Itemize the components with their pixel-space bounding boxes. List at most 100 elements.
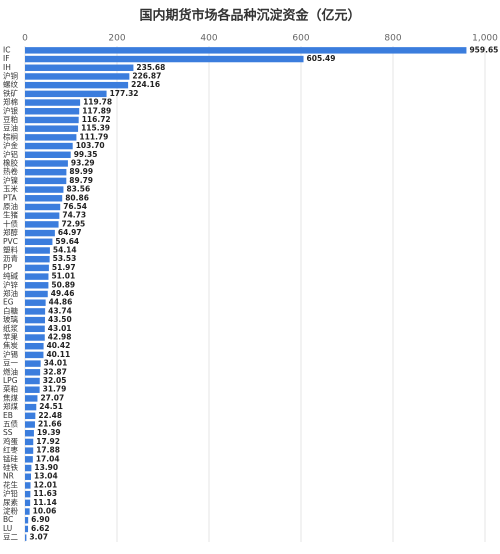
bar (25, 508, 30, 515)
bar (25, 47, 467, 54)
y-tick-label: 鸡蛋 (3, 436, 18, 446)
y-tick-label: PTA (3, 193, 18, 202)
bar (25, 482, 31, 489)
value-label: 13.90 (34, 463, 58, 472)
bar (25, 525, 29, 533)
value-label: 115.39 (81, 124, 110, 133)
value-label: 49.46 (51, 289, 75, 298)
y-tick-label: 尿素 (3, 497, 18, 507)
value-label: 40.11 (46, 350, 70, 359)
bar (25, 264, 49, 272)
bar (25, 386, 40, 393)
bar (25, 238, 53, 246)
value-label: 959.65 (469, 45, 498, 54)
value-label: 3.07 (29, 533, 48, 542)
y-tick-label: 纸浆 (3, 323, 18, 333)
y-tick-label: 沪镍 (3, 175, 18, 185)
value-label: 6.90 (31, 515, 50, 524)
y-tick-label: 沪金 (3, 140, 18, 150)
bar (25, 290, 48, 298)
bar (25, 395, 38, 402)
value-label: 24.51 (39, 402, 63, 411)
y-tick-label: 五债 (3, 419, 18, 429)
value-label: 51.01 (51, 272, 75, 281)
bar (25, 212, 60, 219)
value-label: 605.49 (307, 54, 336, 63)
value-label: 51.97 (52, 263, 76, 272)
bar (25, 73, 130, 80)
value-label: 224.16 (131, 80, 160, 89)
y-tick-label: 棕榈 (3, 131, 18, 141)
value-label: 59.64 (55, 237, 79, 246)
bar (25, 360, 41, 367)
bar (25, 168, 67, 176)
y-tick-label: 玻璃 (3, 314, 18, 324)
bar (25, 403, 37, 411)
value-label: 74.73 (62, 211, 86, 220)
bar (25, 430, 34, 437)
y-tick-label: 郑煤 (3, 401, 18, 411)
x-tick-label: 200 (108, 34, 125, 44)
value-label: 34.01 (44, 359, 68, 368)
value-label: 99.35 (74, 150, 98, 159)
y-tick-label: EG (3, 298, 14, 307)
bar (25, 412, 36, 420)
x-tick-label: 400 (200, 34, 217, 44)
value-label: 116.72 (82, 115, 111, 124)
bar (25, 456, 33, 463)
y-tick-label: IC (3, 45, 10, 54)
bar (25, 195, 63, 202)
y-tick-label: 生猪 (3, 210, 18, 220)
value-label: 83.56 (66, 185, 90, 194)
value-label: 235.68 (136, 63, 165, 72)
bar (25, 447, 34, 454)
y-tick-label: LU (3, 524, 12, 533)
value-label: 50.89 (51, 280, 75, 289)
value-label: 10.06 (33, 507, 57, 516)
bar (25, 351, 44, 359)
bar (25, 116, 79, 124)
y-tick-label: 原油 (3, 201, 18, 211)
bar (25, 499, 31, 507)
y-tick-label: NR (3, 472, 14, 481)
bar (25, 151, 71, 158)
y-tick-label: 锰硅 (3, 453, 18, 463)
bar (25, 255, 50, 263)
value-label: 177.32 (110, 89, 139, 98)
bar (25, 108, 80, 115)
bar (25, 177, 67, 185)
bar (25, 299, 46, 306)
bar (25, 342, 44, 350)
y-tick-label: 苹果 (3, 332, 18, 342)
value-label: 111.79 (79, 132, 108, 141)
value-label: 54.14 (53, 245, 77, 254)
bar (25, 203, 61, 211)
y-tick-label: EB (3, 411, 13, 420)
bar (25, 64, 134, 71)
y-tick-label: IF (3, 54, 10, 63)
y-tick-label: 螺纹 (3, 79, 18, 89)
value-label: 27.07 (40, 393, 64, 402)
x-tick-label: 0 (22, 34, 28, 44)
y-tick-label: 沪银 (3, 105, 18, 115)
bar (25, 308, 46, 315)
value-label: 13.04 (34, 472, 58, 481)
value-label: 32.05 (43, 376, 67, 385)
y-tick-label: 沪铜 (3, 70, 18, 80)
value-label: 11.63 (33, 489, 57, 498)
y-tick-label: 沪铅 (3, 488, 18, 498)
y-tick-label: 沥青 (3, 253, 18, 263)
bar (25, 81, 129, 89)
bar (25, 464, 32, 472)
y-tick-label: 热卷 (3, 166, 18, 176)
y-tick-label: SS (3, 428, 13, 437)
y-tick-label: 纯碱 (3, 271, 18, 281)
bar (25, 369, 41, 376)
y-tick-label: IH (3, 63, 11, 72)
bar (25, 421, 35, 428)
y-tick-label: 豆二 (3, 533, 18, 542)
bar (25, 282, 49, 289)
y-tick-label: 郑醇 (3, 227, 18, 237)
y-tick-label: 菜粕 (3, 384, 18, 394)
bar (25, 517, 29, 524)
